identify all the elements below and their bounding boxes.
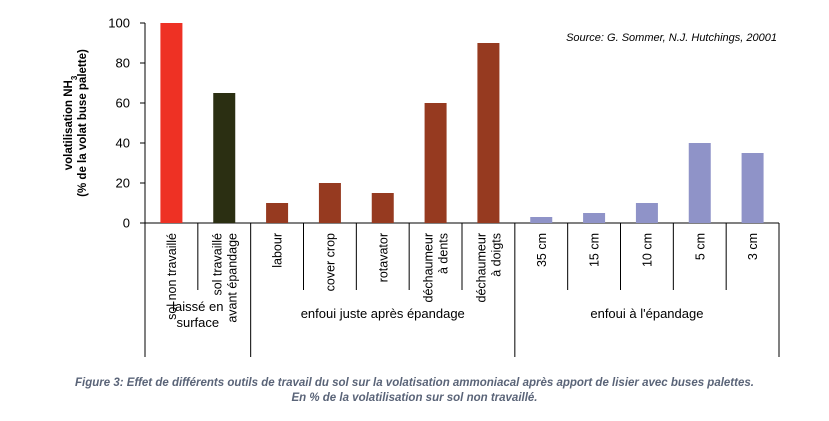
category-label-8: 15 cm (588, 233, 602, 267)
y-axis-label: volatilisation NH3(% de la volat buse pa… (63, 49, 89, 197)
bar-9 (635, 203, 658, 223)
figure-caption-line-2: En % de la volatilisation sur sol non tr… (291, 392, 538, 404)
bar-11 (741, 153, 764, 223)
category-label-9: 10 cm (640, 233, 654, 267)
y-tick-label-2: 40 (116, 136, 130, 151)
group-label-0: laissé en surface (172, 299, 223, 330)
bar-3 (318, 183, 341, 223)
bar-5 (424, 103, 447, 223)
group-label-1: enfoui juste après épandage (301, 306, 465, 321)
category-label-11: 3 cm (746, 233, 760, 260)
source-note: Source: G. Sommer, N.J. Hutchings, 20001 (566, 32, 777, 44)
category-label-1: sol travailléavant épandage (210, 233, 239, 323)
category-label-4: rotavator (376, 233, 390, 282)
category-label-6: déchaumeurà doigts (474, 233, 503, 303)
y-tick-label-3: 60 (116, 96, 130, 111)
bar-1 (213, 93, 236, 223)
category-label-10: 5 cm (693, 233, 707, 260)
figure-caption-line-1: Figure 3: Effet de différents outils de … (75, 377, 754, 389)
bar-10 (688, 143, 711, 223)
y-tick-label-4: 80 (116, 56, 130, 71)
group-label-2: enfoui à l'épandage (590, 306, 703, 321)
category-label-2: labour (271, 233, 285, 268)
y-tick-label-5: 100 (108, 16, 130, 31)
bar-2 (266, 203, 289, 223)
category-label-5: déchaumeurà dents (422, 233, 451, 303)
y-tick-label-1: 20 (116, 176, 130, 191)
bar-0 (160, 23, 183, 223)
bar-6 (477, 43, 500, 223)
bar-8 (583, 213, 606, 223)
category-label-3: cover crop (323, 233, 337, 291)
category-label-7: 35 cm (535, 233, 549, 267)
y-tick-label-0: 0 (123, 216, 130, 231)
category-label-0: sol non travaillé (165, 233, 179, 320)
bar-4 (371, 193, 394, 223)
bar-7 (530, 217, 553, 223)
